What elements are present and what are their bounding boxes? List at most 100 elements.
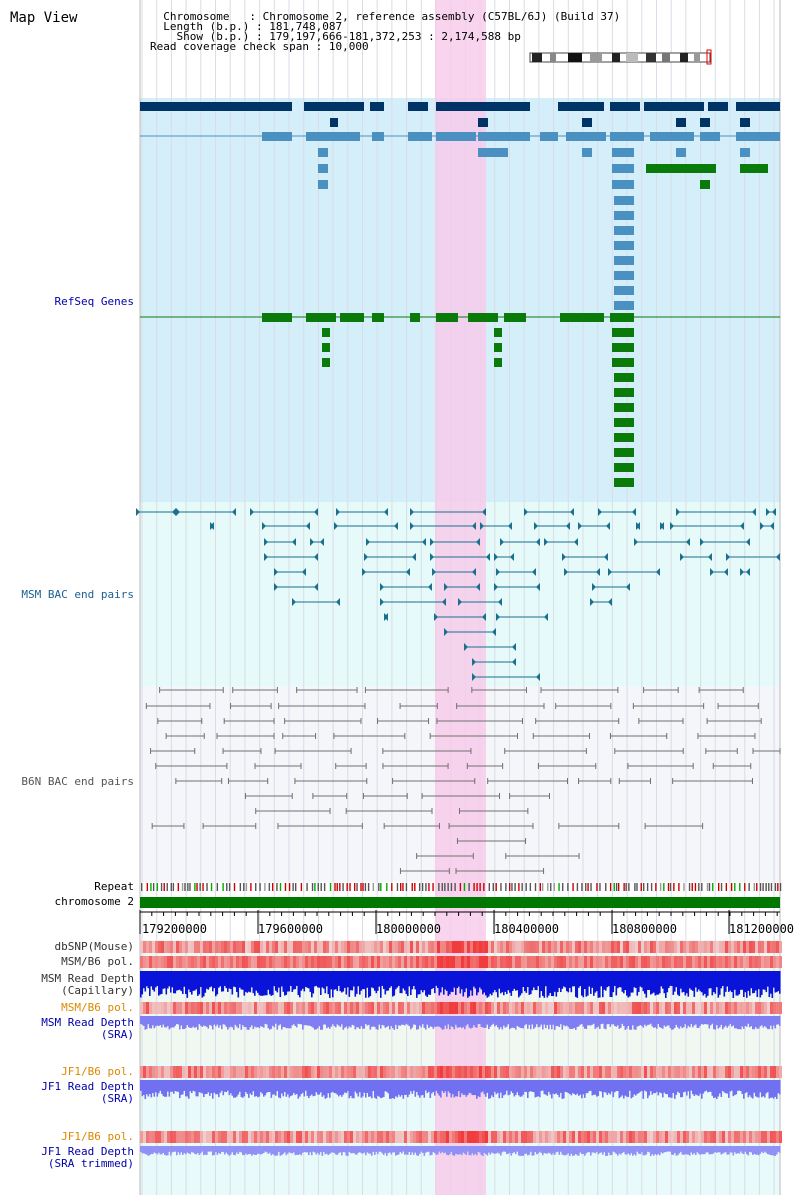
- heatmap-cell: [476, 941, 479, 953]
- heatmap-cell: [686, 956, 689, 968]
- depth-bar: [458, 971, 460, 987]
- depth-bar: [224, 1146, 226, 1155]
- depth-bar: [425, 1146, 427, 1153]
- depth-bar: [318, 1146, 321, 1155]
- depth-bar: [548, 1146, 550, 1153]
- heatmap-cell: [419, 956, 422, 968]
- heatmap-cell: [296, 956, 299, 968]
- depth-bar: [381, 1016, 384, 1025]
- heatmap-cell: [521, 1066, 524, 1078]
- depth-bar: [617, 971, 619, 989]
- heatmap-cell: [638, 956, 641, 968]
- heatmap-cell: [734, 941, 737, 953]
- heatmap-cell: [773, 1002, 776, 1014]
- heatmap-cell: [635, 956, 638, 968]
- refseq-track-label[interactable]: RefSeq Genes: [54, 295, 134, 308]
- heatmap-cell: [272, 1131, 275, 1143]
- msm-bac-end: [686, 538, 690, 546]
- depth-bar: [266, 971, 268, 996]
- depth-bar: [221, 971, 223, 992]
- b6n-bac-track-label[interactable]: B6N BAC end pairs: [21, 775, 134, 788]
- msm-bac-end: [494, 553, 498, 561]
- gene-exon: [322, 343, 330, 352]
- heatmap-cell: [155, 1131, 158, 1143]
- msm-bac-end: [670, 522, 674, 530]
- heatmap-cell: [689, 941, 692, 953]
- chromosome-ideogram[interactable]: [529, 49, 712, 65]
- msm-bac-track-label[interactable]: MSM BAC end pairs: [21, 588, 134, 601]
- heatmap-cell: [422, 1066, 425, 1078]
- heatmap-cell: [767, 956, 770, 968]
- depth-bar: [777, 1146, 780, 1152]
- depth-bar: [473, 1016, 475, 1026]
- depth-bar: [249, 1016, 252, 1028]
- heatmap-cell: [695, 956, 698, 968]
- heatmap-cell: [416, 956, 419, 968]
- depth-bar: [660, 971, 663, 987]
- depth-bar: [312, 1080, 315, 1097]
- heatmap-cell: [161, 1066, 164, 1078]
- gene-exon: [646, 164, 716, 173]
- depth-bar: [374, 971, 376, 991]
- depth-bar: [354, 1016, 357, 1030]
- depth-bar: [263, 971, 265, 996]
- repeat-element: [323, 883, 326, 891]
- heatmap-cell: [323, 1002, 326, 1014]
- heatmap-cell: [374, 1131, 377, 1143]
- heatmap-cell: [278, 1002, 281, 1014]
- depth-bar: [590, 971, 592, 994]
- depth-bar: [713, 971, 715, 993]
- depth-bar: [162, 971, 165, 989]
- depth-bar: [587, 1080, 589, 1093]
- depth-bar: [234, 1080, 237, 1098]
- depth-bar: [432, 1146, 435, 1153]
- heatmap-cell: [437, 941, 440, 953]
- heatmap-cell: [254, 1002, 257, 1014]
- depth-bar: [656, 1146, 658, 1156]
- repeat-element: [210, 883, 213, 891]
- heatmap-cell: [521, 1131, 524, 1143]
- depth-bar: [675, 971, 678, 988]
- highlight-region[interactable]: [435, 0, 486, 1195]
- heatmap-cell: [227, 956, 230, 968]
- heatmap-cell: [611, 1066, 614, 1078]
- depth-bar: [644, 1146, 646, 1156]
- depth-bar: [477, 1146, 480, 1153]
- depth-bar: [168, 1080, 171, 1097]
- msm-bac-end: [430, 538, 434, 546]
- heatmap-cell: [608, 1002, 611, 1014]
- msm-bac-end: [210, 522, 214, 530]
- heatmap-cell: [161, 1002, 164, 1014]
- depth-bar: [455, 1146, 457, 1155]
- depth-bar: [404, 971, 406, 991]
- gene-exon: [304, 102, 364, 111]
- depth-bar: [165, 1016, 168, 1028]
- depth-bar: [765, 971, 768, 993]
- jf1-pol-track-label-1: JF1/B6 pol.: [61, 1065, 134, 1078]
- depth-bar: [662, 1016, 664, 1029]
- heatmap-cell: [350, 1066, 353, 1078]
- repeat-element: [292, 883, 294, 891]
- depth-bar: [272, 1016, 274, 1026]
- repeat-element: [391, 883, 393, 891]
- msm-bac-end: [570, 508, 574, 516]
- heatmap-cell: [665, 1131, 668, 1143]
- heatmap-cell: [401, 1131, 404, 1143]
- depth-bar: [467, 1146, 469, 1152]
- repeat-element: [196, 883, 198, 891]
- depth-bar: [357, 1080, 360, 1097]
- depth-bar: [605, 1080, 607, 1093]
- msm-bac-end: [302, 568, 306, 576]
- heatmap-cell: [332, 1131, 335, 1143]
- depth-bar: [140, 1146, 142, 1152]
- heatmap-cell: [560, 1066, 563, 1078]
- depth-bar: [291, 971, 294, 992]
- gene-exon: [504, 313, 526, 322]
- depth-bar: [609, 1080, 612, 1095]
- heatmap-cell: [416, 1131, 419, 1143]
- repeat-element: [744, 883, 746, 891]
- repeat-element: [708, 883, 711, 891]
- heatmap-cell: [677, 1002, 680, 1014]
- heatmap-cell: [374, 1066, 377, 1078]
